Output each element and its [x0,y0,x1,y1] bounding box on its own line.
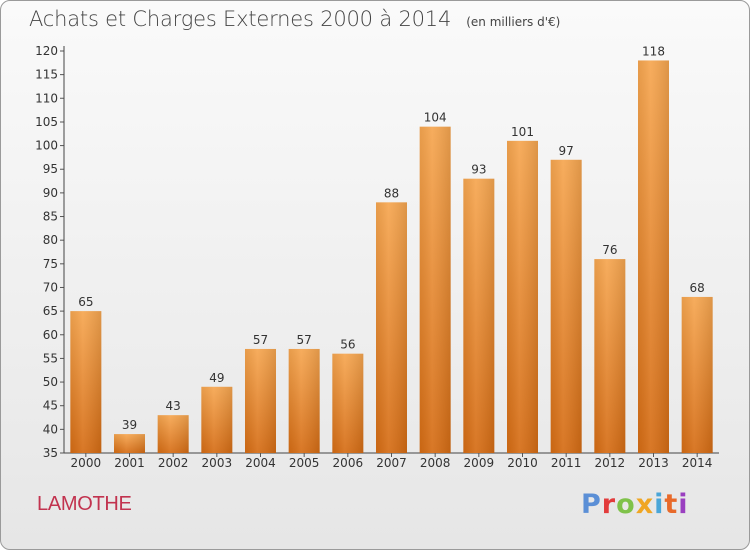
bar-shade [419,126,451,453]
x-tick-label: 2012 [595,456,626,470]
bar-shade [157,415,189,453]
logo-letter: t [664,489,679,520]
y-tick-label: 60 [43,328,58,342]
chart-unit: (en milliers d'€) [466,15,561,29]
bar-shade [245,348,276,453]
bar-shade [550,159,582,453]
y-tick-label: 75 [43,257,58,271]
logo-letter: i [654,489,665,520]
bar-2004 [245,348,276,453]
bar-value-label: 57 [297,333,312,347]
bar-shade [681,296,713,453]
bar-value-label: 49 [209,371,224,385]
y-tick-label: 100 [35,139,58,153]
bar-value-label: 97 [559,144,574,158]
bar-value-label: 68 [690,281,705,295]
x-tick-label: 2014 [682,456,713,470]
x-tick-label: 2004 [245,456,276,470]
bar-2010 [507,140,538,453]
x-tick-label: 2010 [507,456,538,470]
x-tick-label: 2003 [202,456,233,470]
logo-letter: o [616,489,636,520]
bar-2008 [419,126,451,453]
bar-2001 [114,434,145,453]
x-tick-label: 2007 [376,456,407,470]
bar-shade [70,311,102,453]
y-tick-label: 115 [35,68,58,82]
y-tick-label: 95 [43,162,58,176]
logo-letter: P [581,489,602,520]
commune-name: LAMOTHE [37,493,132,515]
y-tick-label: 85 [43,210,58,224]
title-row: Achats et Charges Externes 2000 à 2014 (… [29,7,560,31]
logo-letter: r [601,489,617,520]
x-tick-label: 2009 [464,456,495,470]
bar-value-label: 76 [602,243,617,257]
bar-2003 [201,386,233,453]
bar-2011 [550,159,582,453]
bar-2005 [288,348,320,453]
bar-value-label: 65 [78,295,93,309]
y-tick-label: 55 [43,351,58,365]
y-tick-label: 90 [43,186,58,200]
x-tick-label: 2006 [333,456,364,470]
bar-shade [201,386,233,453]
bar-value-label: 93 [471,163,486,177]
bar-2014 [681,296,713,453]
chart-title: Achats et Charges Externes 2000 à 2014 [29,7,452,31]
x-tick-label: 2011 [551,456,582,470]
y-tick-label: 45 [43,399,58,413]
bar-shade [638,60,669,453]
bar-shade [332,353,364,453]
bar-value-label: 39 [122,418,137,432]
x-tick-label: 2002 [158,456,189,470]
bar-value-label: 88 [384,186,399,200]
bar-2002 [157,415,189,453]
bar-2000 [70,311,102,453]
y-tick-label: 105 [35,115,58,129]
bar-shade [376,202,407,453]
bar-shade [594,259,626,453]
bar-2009 [463,178,495,453]
y-tick-label: 35 [43,446,58,460]
bar-shade [114,434,145,453]
bar-shade [463,178,495,453]
x-tick-label: 2013 [638,456,669,470]
x-tick-label: 2001 [114,456,145,470]
y-tick-label: 110 [35,91,58,105]
y-tick-label: 120 [35,44,58,58]
bar-value-label: 56 [340,338,355,352]
bar-value-label: 118 [642,44,665,58]
bar-value-label: 104 [424,111,447,125]
y-tick-label: 50 [43,375,58,389]
y-tick-label: 80 [43,233,58,247]
bar-2007 [376,202,407,453]
logo-letter: i [678,489,689,520]
bar-shade [507,140,538,453]
y-tick-label: 40 [43,422,58,436]
x-tick-label: 2008 [420,456,451,470]
bar-2006 [332,353,364,453]
proxiti-logo: Proxiti [581,489,689,520]
bar-value-label: 43 [166,399,181,413]
x-tick-label: 2005 [289,456,320,470]
y-tick-label: 65 [43,304,58,318]
y-tick-label: 70 [43,280,58,294]
logo-letter: x [635,489,655,520]
bar-shade [288,348,320,453]
bar-value-label: 101 [511,125,534,139]
bar-value-label: 57 [253,333,268,347]
x-tick-label: 2000 [71,456,102,470]
bar-2012 [594,259,626,453]
bar-2013 [638,60,669,453]
